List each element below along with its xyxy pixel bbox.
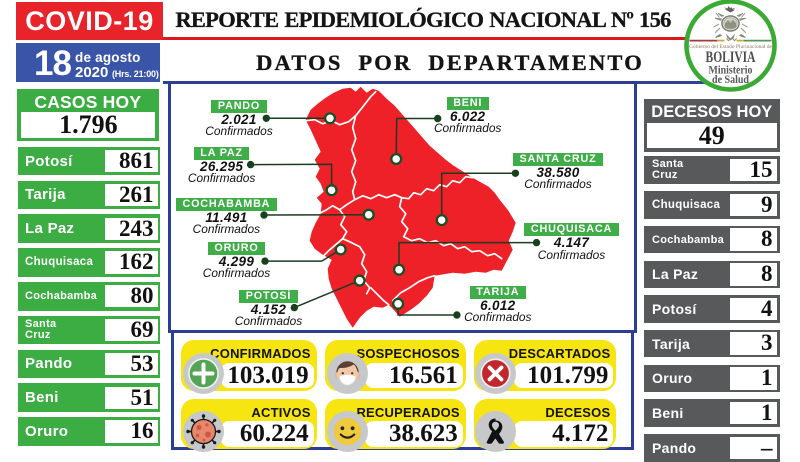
svg-text:de Salud: de Salud [712, 72, 749, 86]
svg-text:BOLIVIA: BOLIVIA [706, 49, 757, 66]
svg-text:Gobierno del Estado Plurinacio: Gobierno del Estado Plurinacional de [689, 44, 773, 50]
svg-text:Ministerio: Ministerio [709, 63, 753, 77]
